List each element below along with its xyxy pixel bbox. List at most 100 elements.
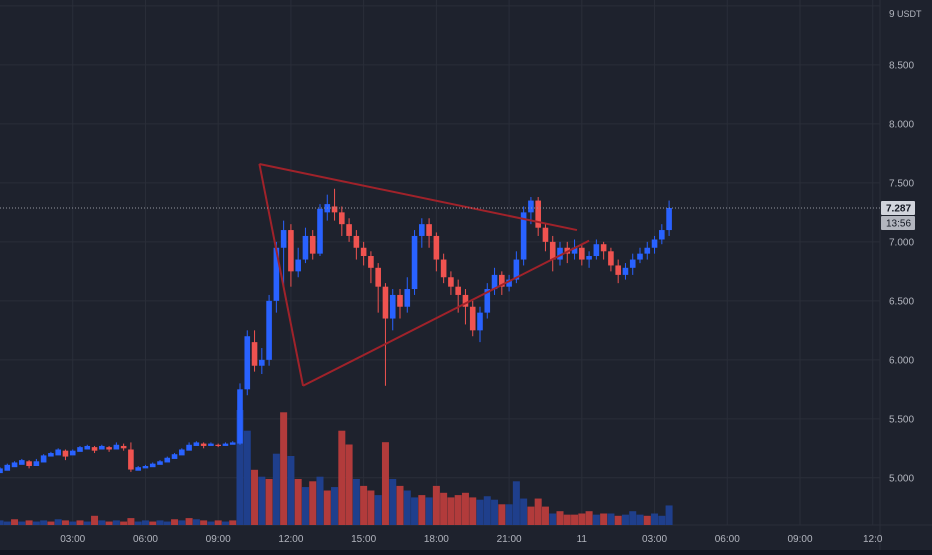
candle-body	[484, 289, 491, 313]
volume-bar	[352, 479, 360, 525]
candle	[615, 259, 621, 284]
volume-bar	[411, 497, 419, 525]
candle	[346, 218, 352, 242]
candle-body	[295, 259, 301, 272]
candle-body	[19, 460, 25, 465]
candle	[186, 442, 192, 451]
volume-bar	[345, 444, 353, 525]
candle	[99, 444, 105, 450]
candle	[579, 244, 585, 266]
volume-bar	[432, 485, 440, 525]
candle-body	[520, 212, 527, 260]
candle	[353, 230, 360, 260]
candle	[339, 206, 345, 236]
volume-bar	[338, 430, 346, 525]
time-axis[interactable]	[0, 525, 880, 550]
candle-body	[440, 259, 447, 278]
candle-body	[382, 286, 389, 319]
volume-bar	[11, 519, 19, 525]
triangle-drawing[interactable]	[258, 163, 590, 387]
candle-body	[651, 239, 658, 248]
candle-body	[280, 230, 287, 248]
volume-bar	[105, 521, 113, 525]
volume-bar	[54, 519, 62, 525]
candle	[84, 444, 91, 450]
volume-bar	[367, 490, 375, 525]
candle-body	[91, 447, 98, 451]
candle-body	[62, 450, 69, 457]
candle	[360, 241, 367, 266]
volume-bar	[381, 442, 389, 525]
x-tick-label: 21:00	[497, 534, 522, 545]
candle	[571, 239, 578, 260]
candle	[40, 454, 47, 463]
x-tick-label: 09:00	[787, 534, 812, 545]
candle	[229, 441, 236, 445]
candle-body	[368, 256, 374, 268]
candle	[77, 445, 83, 452]
candle-body	[157, 461, 163, 465]
candle-body	[229, 442, 236, 445]
candle	[120, 443, 127, 451]
x-tick-label: 11	[577, 534, 588, 545]
candle	[0, 467, 3, 474]
candle-body	[288, 230, 294, 272]
volume-bar	[192, 519, 200, 525]
volume-bar	[447, 497, 455, 525]
candle-body	[339, 212, 345, 225]
candle	[382, 283, 389, 386]
candle	[520, 206, 527, 266]
volume-bar	[207, 521, 215, 525]
candle-body	[346, 224, 352, 236]
volume-bar	[236, 410, 244, 525]
candle-body	[331, 206, 338, 213]
x-tick-label: 03:00	[642, 534, 667, 545]
volume-bar	[221, 521, 229, 525]
candle-body	[251, 342, 258, 366]
volume-bar	[258, 476, 266, 525]
volume-bar	[389, 479, 397, 525]
candle-body	[622, 267, 629, 275]
volume-bar	[454, 495, 462, 525]
triangle-lower-line[interactable]	[302, 239, 590, 387]
candle-body	[309, 235, 316, 254]
candle-body	[200, 443, 207, 446]
volume-bar	[98, 520, 106, 525]
plot-area[interactable]	[0, 0, 880, 525]
candle-body	[571, 247, 578, 254]
triangle-upper-line[interactable]	[259, 163, 578, 232]
last-price-badge: 7.287 13:56	[881, 200, 915, 230]
candle-body	[77, 447, 83, 452]
candle	[542, 224, 549, 252]
candle	[469, 300, 476, 337]
candle	[106, 445, 112, 452]
candle	[266, 294, 272, 366]
quote-unit-label: USDT	[897, 9, 922, 19]
volume-bar	[498, 504, 506, 525]
candle-body	[302, 235, 309, 260]
last-price-badge-bg	[881, 200, 915, 215]
candle	[48, 451, 54, 457]
candle-body	[579, 247, 585, 260]
candle	[426, 218, 432, 248]
volume-bar	[149, 521, 157, 525]
candle	[389, 289, 396, 331]
volume-bar	[614, 515, 622, 525]
candle-body	[171, 454, 178, 459]
volume-bar	[323, 490, 331, 525]
candle-body	[135, 467, 141, 471]
candle-body	[26, 461, 32, 467]
x-tick-label: 12:0	[863, 534, 883, 545]
volume-bar	[280, 412, 288, 525]
candle	[4, 463, 11, 471]
volume-bar	[651, 513, 659, 525]
price-axis[interactable]	[880, 0, 932, 550]
y-tick-label: 6.500	[889, 296, 914, 307]
candle	[440, 253, 447, 284]
volume-bar	[171, 519, 179, 525]
triangle-left-edge[interactable]	[258, 163, 305, 386]
volume-bar	[3, 521, 11, 525]
volume-bar	[643, 515, 651, 525]
